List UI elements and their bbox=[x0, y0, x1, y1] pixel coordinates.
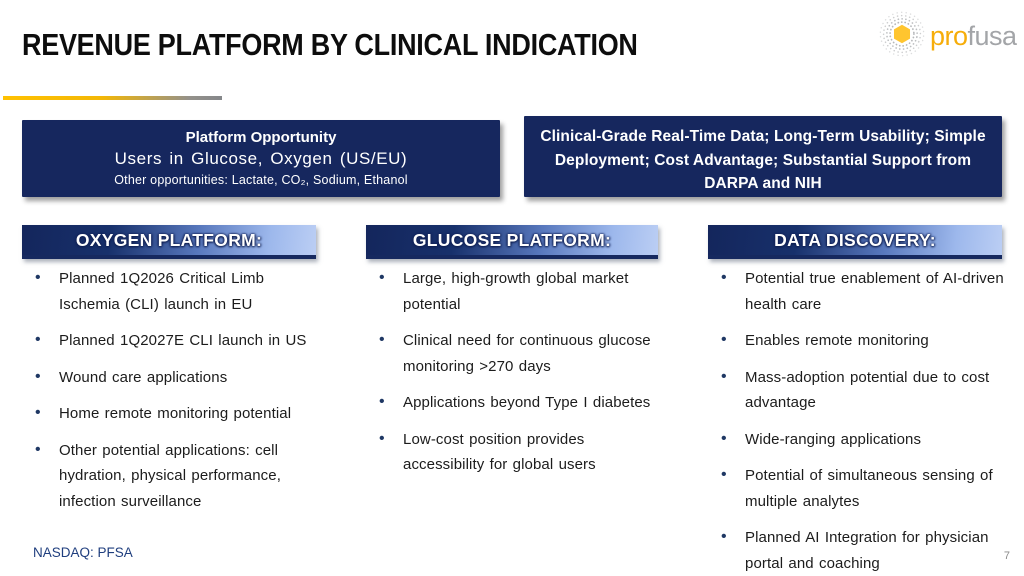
bullet-item: Home remote monitoring potential bbox=[22, 400, 324, 427]
other-opportunities-line: Other opportunities: Lactate, CO₂, Sodiu… bbox=[114, 173, 408, 187]
bullet-item: Enables remote monitoring bbox=[708, 327, 1016, 354]
logo-text-pro: pro bbox=[930, 21, 968, 51]
data-discovery-header: DATA DISCOVERY: bbox=[708, 225, 1002, 259]
bullet-item: Potential of simultaneous sensing of mul… bbox=[708, 462, 1016, 514]
oxygen-platform-header: OXYGEN PLATFORM: bbox=[22, 225, 316, 259]
bullet-item: Potential true enablement of AI-driven h… bbox=[708, 265, 1016, 317]
value-proposition-box: Clinical-Grade Real-Time Data; Long-Term… bbox=[524, 116, 1002, 197]
bullet-item: Planned 1Q2027E CLI launch in US bbox=[22, 327, 324, 354]
platform-users-line: Users in Glucose, Oxygen (US/EU) bbox=[114, 149, 408, 168]
platform-opportunity-box: Platform Opportunity Users in Glucose, O… bbox=[22, 120, 500, 197]
bullet-item: Other potential applications: cell hydra… bbox=[22, 437, 324, 515]
bullet-item: Planned AI Integration for physician por… bbox=[708, 524, 1016, 576]
bullet-item: Wound care applications bbox=[22, 364, 324, 391]
logo-text-fusa: fusa bbox=[967, 21, 1018, 51]
title-underline bbox=[3, 96, 222, 100]
bullet-item: Planned 1Q2026 Critical Limb Ischemia (C… bbox=[22, 265, 324, 317]
glucose-platform-header: GLUCOSE PLATFORM: bbox=[366, 225, 658, 259]
platform-opportunity-heading: Platform Opportunity bbox=[185, 129, 337, 146]
bullet-item: Wide-ranging applications bbox=[708, 426, 1016, 453]
nasdaq-ticker: NASDAQ: PFSA bbox=[33, 545, 133, 560]
value-proposition-text: Clinical-Grade Real-Time Data; Long-Term… bbox=[540, 128, 986, 193]
bullet-item: Clinical need for continuous glucose mon… bbox=[366, 327, 668, 379]
bullet-item: Applications beyond Type I diabetes bbox=[366, 389, 668, 416]
bullet-item: Low-cost position provides accessibility… bbox=[366, 426, 668, 478]
page-title: REVENUE PLATFORM BY CLINICAL INDICATION bbox=[22, 27, 638, 62]
oxygen-platform-bullet-list: Planned 1Q2026 Critical Limb Ischemia (C… bbox=[22, 265, 324, 525]
profusa-logo-mark-icon bbox=[876, 8, 928, 65]
page-number: 7 bbox=[1003, 550, 1010, 562]
bullet-item: Mass-adoption potential due to cost adva… bbox=[708, 364, 1016, 416]
glucose-platform-bullet-list: Large, high-growth global market potenti… bbox=[366, 265, 668, 489]
bullet-item: Large, high-growth global market potenti… bbox=[366, 265, 668, 317]
data-discovery-bullet-list: Potential true enablement of AI-driven h… bbox=[708, 265, 1016, 576]
profusa-logo: profusa bbox=[876, 8, 1017, 65]
profusa-logo-text: profusa bbox=[930, 21, 1017, 52]
